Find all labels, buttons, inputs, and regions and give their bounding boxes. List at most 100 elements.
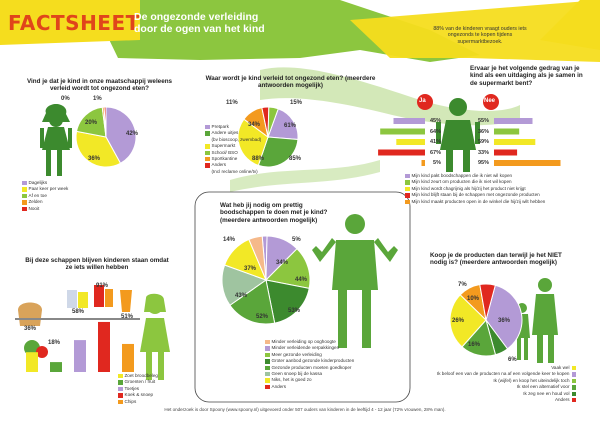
ja-bar	[393, 118, 425, 124]
q5-bar	[98, 321, 110, 372]
q1-label-36: 36%	[88, 156, 101, 162]
milk-icon	[67, 290, 77, 308]
q3-ja-values: 45% 64% 41% 67% 5%	[427, 116, 441, 169]
q6-label-26: 26%	[452, 318, 465, 324]
q1-pie-chart	[75, 106, 137, 168]
title-line-2: door de ogen van het kind	[134, 23, 265, 35]
legend-item: (bv bioscoop, zwembad)	[211, 136, 262, 142]
q6-label-10: 10%	[467, 296, 480, 302]
q3-question: Ervaar je het volgende gedrag van je kin…	[470, 65, 583, 87]
pie-slice	[237, 118, 269, 167]
q2-label-88: 88%	[252, 156, 265, 162]
legend-item: Chips	[118, 399, 158, 405]
callout-yellow-shape	[350, 0, 600, 62]
q3-bars	[378, 118, 561, 166]
girl-icon-2	[140, 293, 170, 380]
legend-item: Koek & snoep	[118, 392, 158, 398]
q4-label-34: 34%	[276, 260, 289, 266]
q4-pie-chart	[221, 235, 311, 325]
q4-question: Wat heb jij nodig om prettig boodschappe…	[220, 202, 328, 224]
product-icons	[15, 285, 140, 358]
q1-label-1: 1%	[93, 96, 102, 102]
pie-slice	[105, 106, 137, 164]
q2-label-15: 15%	[290, 100, 303, 106]
q2-question: Waar wordt je kind verleid tot ongezond …	[205, 75, 376, 90]
q2-legend: Pretpark Andere uitjes (bv bioscoop, zwe…	[205, 124, 261, 175]
q5-bar	[122, 343, 134, 372]
ja-value: 41%	[429, 139, 441, 145]
ja-bar	[396, 139, 425, 145]
girl-icon	[40, 104, 72, 176]
nee-label: Nee	[484, 98, 496, 104]
legend-item: Pretpark	[205, 124, 261, 130]
q3-legend: Mijn kind pakt boodschappen die ik niet …	[405, 173, 545, 205]
q4-label-52: 52%	[256, 314, 269, 320]
legend-item: Mijn kind blijft staan bij de schappen m…	[405, 192, 545, 198]
q4-legend: Minder verleiding op ooghoogte Minder ve…	[265, 339, 354, 390]
q6-label-16: 16%	[468, 342, 481, 348]
pie-slice	[265, 279, 310, 324]
badge-title: FACTSHEET	[8, 11, 140, 35]
legend-item: Anders	[205, 162, 261, 168]
nee-value: 95%	[478, 160, 490, 166]
ja-bar	[380, 128, 425, 135]
nee-badge	[483, 94, 499, 110]
legend-item: Ik stel een alternatief voor	[430, 384, 576, 390]
q5-bar	[26, 352, 38, 372]
pie-slice	[248, 235, 267, 281]
q1-label-42: 42%	[126, 131, 139, 137]
legend-item: Groter aanbod gezonde kinderproducten	[265, 358, 354, 364]
legend-item: School/ BSO	[205, 150, 261, 156]
nee-bar	[494, 160, 561, 166]
pie-slice	[75, 130, 122, 168]
q4-label-43: 43%	[235, 293, 248, 299]
legend-item: Meer gezonde verleiding	[265, 352, 354, 358]
q5-value-36: 36%	[24, 326, 37, 332]
nee-value: 36%	[478, 128, 490, 135]
q5-value-91: 91%	[96, 283, 109, 289]
legend-item: Mijn kind wordt chagrijnig als hij/zij h…	[405, 186, 545, 192]
pie-slice	[257, 136, 299, 168]
legend-item: Dagelijks	[22, 180, 68, 186]
q2-label-11: 11%	[226, 100, 238, 106]
ja-label: Ja	[419, 98, 426, 104]
q2-label-34: 34%	[248, 122, 261, 128]
legend-item: Mijn kind zeurt om producten die ik niet…	[405, 179, 545, 185]
child-icon	[436, 98, 480, 172]
legend-item: Nooit	[22, 206, 68, 212]
callout-text: 88% van de kinderen vraagt ouders iets o…	[433, 26, 527, 45]
nee-value: 33%	[478, 149, 490, 156]
q4-frame	[194, 191, 411, 403]
legend-item: Anders	[265, 384, 354, 390]
candy-icon	[94, 285, 104, 307]
ja-badge	[417, 94, 433, 110]
q1-label-20: 20%	[85, 120, 98, 126]
q2-pie-chart	[237, 106, 299, 168]
q5-value-18: 18%	[48, 340, 61, 346]
q1-question: Vind je dat je kind in onze maatschappij…	[26, 78, 173, 93]
q4-label-53: 53%	[288, 308, 301, 314]
title-line-1: De ongezonde verleiding	[134, 11, 259, 23]
q4-label-37: 37%	[244, 266, 257, 272]
legend-item: Paar keer per week	[22, 186, 68, 192]
bread-icon	[18, 302, 42, 326]
q6-label-7: 7%	[458, 282, 467, 288]
chips-icon	[120, 290, 132, 312]
legend-item: Sportkantine	[205, 156, 261, 162]
q6-question: Koop je de producten dan terwijl je het …	[430, 252, 562, 267]
q5-bars	[26, 321, 134, 372]
legend-item: Ik beloof een van de producten na af een…	[430, 371, 576, 377]
legend-item: Groenten / fruit	[118, 379, 158, 385]
legend-item: Andere uitjes	[205, 130, 261, 136]
q6-label-36: 36%	[498, 318, 511, 324]
q1-label-0: 0%	[61, 96, 70, 102]
legend-item: Ik zeg nee en houd vol	[430, 391, 576, 397]
q5-value-51: 51%	[121, 314, 134, 320]
